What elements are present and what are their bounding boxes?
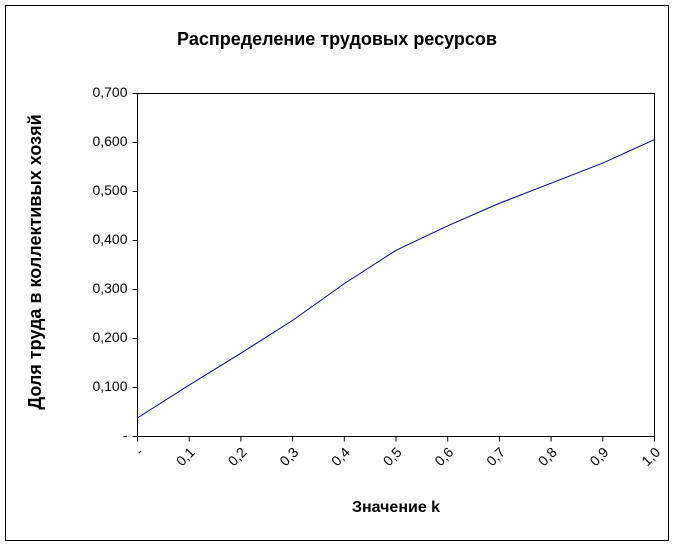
y-tick-label: 0,400 [92, 231, 127, 247]
plot-area [137, 93, 655, 437]
y-tick-label: 0,300 [92, 280, 127, 296]
line-series [137, 139, 655, 419]
y-axis-title: Доля труда в коллективых хозяй [25, 114, 45, 409]
y-tick-label: 0,100 [92, 378, 127, 394]
x-axis-title: Значение k [352, 499, 440, 516]
y-tick-label: 0,700 [92, 84, 127, 100]
y-tick-label: 0,200 [92, 329, 127, 345]
chart-title: Распределение трудовых ресурсов [177, 29, 497, 49]
y-tick-label: 0,500 [92, 182, 127, 198]
y-tick-label: 0,600 [92, 133, 127, 149]
y-tick-label: - [123, 427, 128, 443]
